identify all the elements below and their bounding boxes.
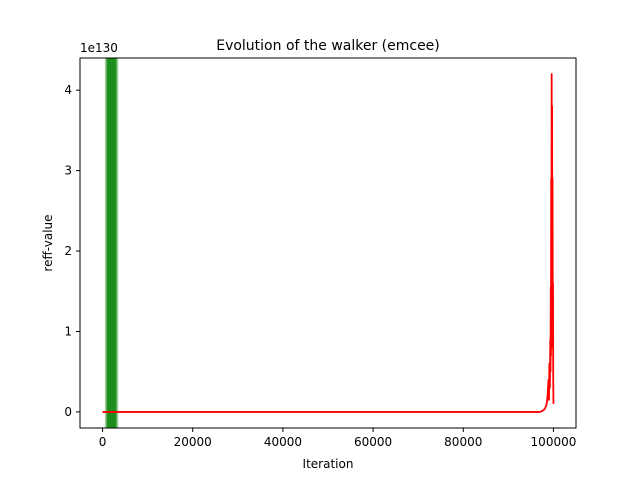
x-tick-label: 60000: [354, 435, 392, 449]
chart-title: Evolution of the walker (emcee): [216, 38, 440, 54]
y-tick-label: 4: [64, 83, 72, 97]
x-axis: 0 20000 40000 60000 80000 100000: [99, 428, 577, 449]
x-tick-label: 100000: [531, 435, 577, 449]
y-offset-label: 1e130: [80, 41, 118, 55]
y-tick-label: 2: [64, 244, 72, 258]
x-axis-label: Iteration: [303, 457, 354, 471]
x-tick-label: 20000: [174, 435, 212, 449]
y-tick-label: 0: [64, 405, 72, 419]
plot-area: [102, 58, 555, 428]
x-tick-label: 40000: [264, 435, 302, 449]
y-axis: 0 1 2 3 4: [64, 83, 80, 419]
x-tick-label: 80000: [444, 435, 482, 449]
axes-frame: [79, 57, 577, 429]
y-axis-label: reff-value: [41, 214, 55, 271]
y-tick-label: 1: [64, 324, 72, 338]
y-tick-label: 3: [64, 164, 72, 178]
series-line: [102, 73, 555, 413]
x-tick-label: 0: [99, 435, 107, 449]
